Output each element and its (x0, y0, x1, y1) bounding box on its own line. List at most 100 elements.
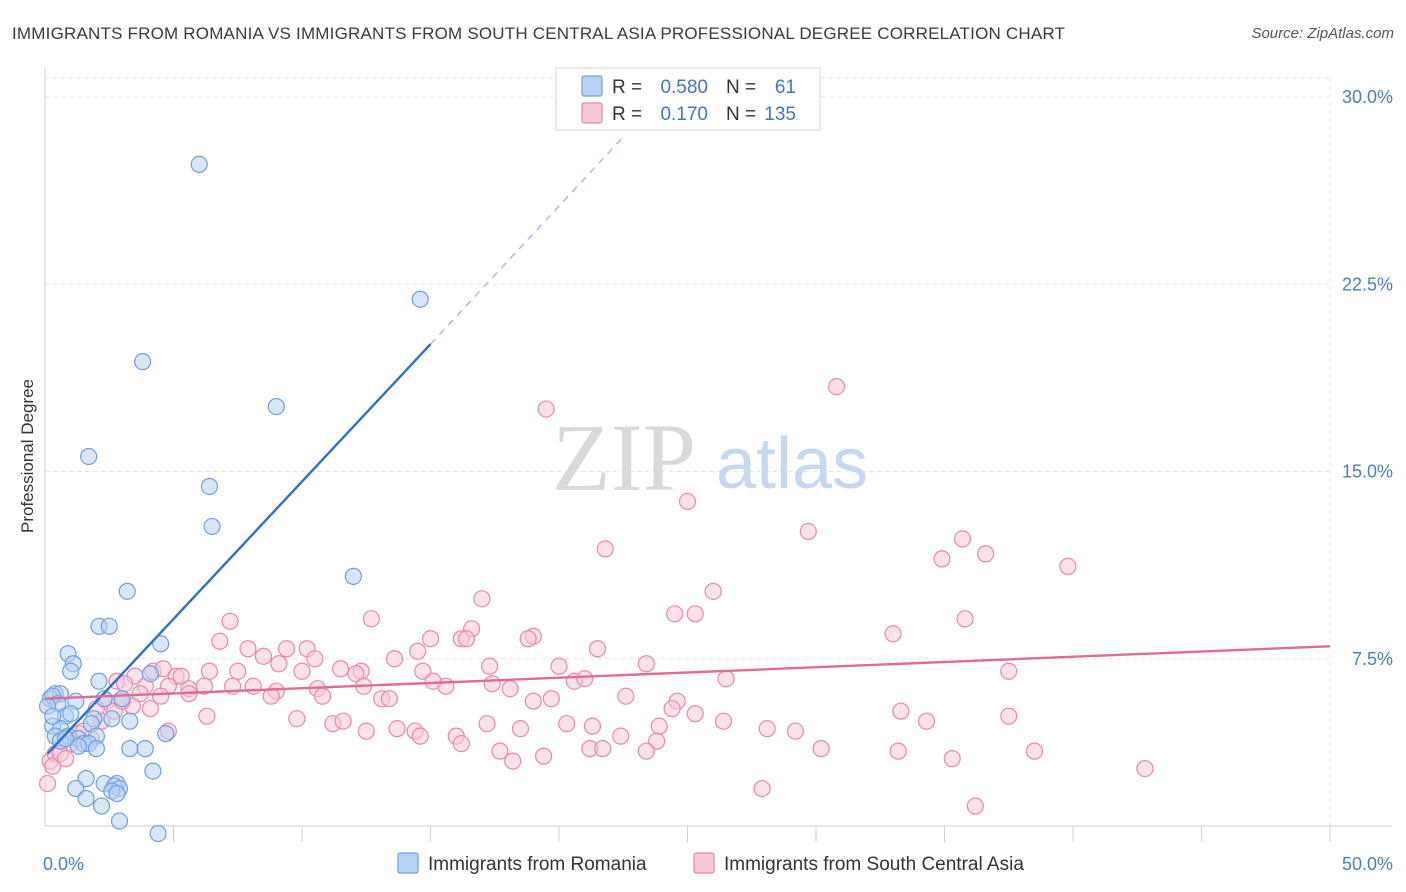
romania-point-42 (121, 740, 139, 758)
south-central-asia-point-100 (388, 720, 406, 738)
south-central-asia-point-65 (717, 670, 735, 688)
south-central-asia-point-42 (293, 662, 311, 680)
south-central-asia-point-54 (195, 677, 213, 695)
south-central-asia-point-41 (270, 655, 288, 673)
south-central-asia-point-116 (637, 742, 655, 760)
south-central-asia-point-47 (172, 667, 190, 685)
romania-point-43 (136, 740, 154, 758)
south-central-asia-point-104 (411, 727, 429, 745)
south-central-asia-point-64 (576, 670, 594, 688)
legend-r-label-romania: R = (612, 77, 642, 98)
romania-point-15 (141, 665, 159, 683)
romania-point-59 (44, 707, 62, 725)
x-tick-label-1: 50.0% (1342, 854, 1393, 874)
chart-title: IMMIGRANTS FROM ROMANIA VS IMMIGRANTS FR… (12, 24, 1066, 43)
romania-point-45 (56, 730, 75, 748)
south-central-asia-point-8 (1059, 557, 1077, 575)
south-central-asia-point-25 (277, 640, 296, 658)
south-central-asia-point-38 (331, 660, 350, 678)
romania-point-1 (411, 290, 429, 308)
south-central-asia-point-5 (596, 540, 614, 558)
romania-point-2 (134, 353, 152, 371)
x-tick-label-0: 0.0% (43, 854, 84, 874)
legend-n-label-romania: N = (726, 77, 756, 98)
romania-point-46 (144, 762, 162, 780)
south-central-asia-point-126 (44, 757, 62, 775)
romania-point-16 (90, 672, 108, 690)
south-central-asia-point-34 (414, 662, 432, 680)
south-central-asia-point-69 (152, 687, 170, 705)
south-central-asia-point-78 (617, 687, 635, 705)
south-central-asia-point-9 (704, 582, 722, 600)
watermark-atlas: atlas (716, 424, 868, 504)
legend-swatch-south-central-asia (581, 102, 603, 124)
south-central-asia-point-43 (347, 665, 365, 683)
romania-point-4 (80, 447, 98, 466)
trend-line-romania-extension (429, 136, 624, 345)
south-central-asia-point-37 (1000, 662, 1018, 680)
south-central-asia-point-39 (200, 662, 219, 680)
romania-point-57 (110, 812, 129, 830)
south-central-asia-point-27 (588, 640, 607, 658)
romania-point-32 (121, 712, 139, 730)
romania-point-24 (95, 690, 113, 708)
south-central-asia-point-129 (966, 797, 984, 815)
south-central-asia-point-81 (686, 705, 704, 723)
south-central-asia-point-11 (362, 610, 380, 628)
south-central-asia-point-90 (478, 715, 496, 733)
bottom-legend-swatch-south-central-asia (693, 852, 715, 874)
romania-point-53 (77, 789, 95, 808)
south-central-asia-point-97 (917, 712, 936, 730)
south-central-asia-point-0 (827, 378, 846, 396)
romania-point-47 (77, 769, 95, 788)
romania-point-44 (157, 725, 175, 743)
south-central-asia-point-15 (956, 610, 974, 628)
south-central-asia-point-3 (799, 522, 817, 541)
romania-point-55 (108, 784, 126, 803)
legend-r-value-romania: 0.580 (660, 77, 708, 98)
south-central-asia-point-75 (424, 672, 442, 690)
south-central-asia-point-128 (753, 779, 771, 798)
south-central-asia-point-93 (714, 712, 733, 730)
watermark: ZIP atlas (552, 404, 868, 511)
south-central-asia-point-23 (519, 630, 537, 648)
south-central-asia-point-96 (892, 702, 910, 720)
y-tick-label-2: 22.5% (1342, 274, 1393, 294)
south-central-asia-point-19 (211, 632, 229, 650)
romania-point-0 (190, 155, 208, 174)
south-central-asia-point-35 (481, 657, 499, 675)
legend-swatch-romania (581, 75, 603, 97)
south-central-asia-point-72 (313, 687, 332, 705)
romania-point-60 (62, 705, 80, 723)
y-tick-labels: 7.5% 15.0% 22.5% 30.0% (1342, 87, 1393, 669)
south-central-asia-point-106 (452, 735, 470, 753)
south-central-asia-point-7 (933, 550, 951, 568)
romania-point-25 (113, 690, 131, 708)
bottom-legend-swatch-romania (397, 852, 419, 874)
south-central-asia-point-61 (483, 675, 501, 693)
south-central-asia-point-102 (511, 720, 530, 738)
south-central-asia-point-62 (501, 680, 519, 698)
south-central-asia-point-122 (504, 752, 522, 770)
south-central-asia-point-120 (1025, 742, 1044, 760)
south-central-asia-point-94 (758, 720, 776, 738)
south-central-asia-point-117 (534, 747, 553, 765)
romania-point-8 (118, 582, 136, 600)
romania-point-31 (103, 710, 121, 728)
south-central-asia-point-40 (229, 662, 247, 680)
south-central-asia-point-98 (1000, 707, 1018, 725)
south-central-asia-point-4 (953, 530, 972, 548)
south-central-asia-point-89 (357, 722, 375, 740)
south-central-asia-point-133 (56, 750, 75, 768)
south-central-asia-point-87 (288, 710, 306, 728)
south-central-asia-point-2 (678, 492, 697, 511)
bottom-legend-label-south-central-asia: Immigrants from South Central Asia (724, 854, 1024, 875)
romania-point-52 (67, 779, 85, 798)
south-central-asia-point-22 (457, 630, 476, 648)
south-central-asia-point-103 (558, 715, 576, 733)
romania-point-10 (100, 617, 118, 635)
south-central-asia-point-18 (884, 625, 902, 643)
y-tick-label-0: 7.5% (1352, 649, 1393, 669)
trend-line-south-central-asia (44, 645, 1331, 700)
romania-point-40 (69, 737, 88, 755)
